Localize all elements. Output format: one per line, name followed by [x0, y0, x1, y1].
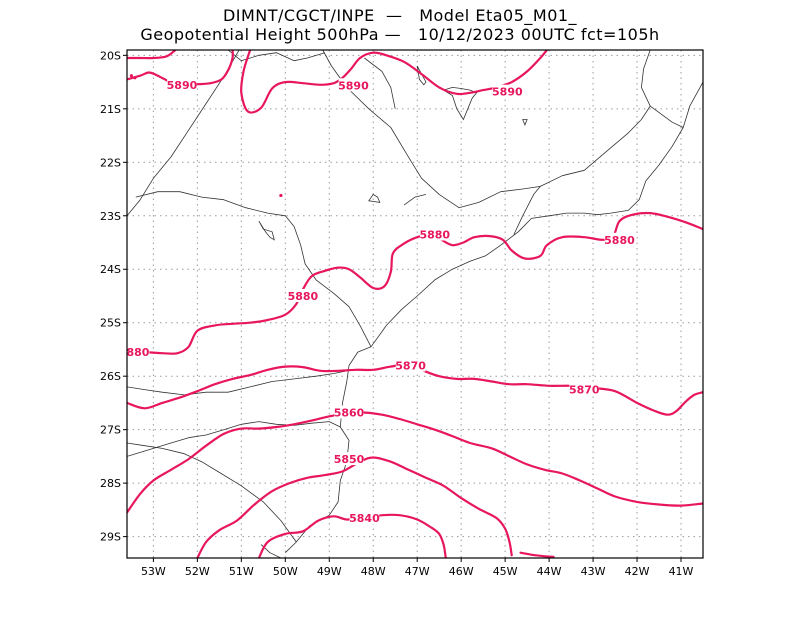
marker-dot-west-2 — [133, 76, 137, 80]
x-tick-label: 52W — [185, 565, 210, 578]
x-tick-label: 44W — [537, 565, 562, 578]
contour-label-bg — [334, 452, 364, 466]
y-tick-label: 25S — [100, 317, 121, 330]
lake-billings — [368, 193, 381, 203]
contour-5840-tail — [519, 551, 555, 558]
x-tick-label: 47W — [405, 565, 430, 578]
lake-furnas — [442, 86, 478, 121]
boundary-coastline-main — [127, 421, 350, 553]
boundary-river-parana — [227, 50, 326, 62]
contour-label-layer: 5890 5890 5890 5880 5880 5880 880 5870 5870 5860 5… — [126, 77, 635, 525]
contour-label: 5880 — [604, 234, 635, 247]
contour-label-bg — [167, 77, 197, 91]
y-tick-label: 26S — [100, 370, 121, 383]
boundary-border-mg-es — [641, 50, 651, 107]
contour-label: 5890 — [338, 79, 369, 92]
boundary-border-pr-sc — [127, 370, 347, 396]
y-tick-label: 22S — [100, 156, 121, 169]
y-tick-label: 20S — [100, 49, 121, 62]
x-tick-label: 49W — [317, 565, 342, 578]
contour-label: 5890 — [492, 86, 523, 99]
boundary-coastline-sp-rj — [370, 81, 703, 348]
x-tick-label: 41W — [669, 565, 694, 578]
contour-5890-west-upper — [127, 50, 177, 60]
contour-5860 — [127, 411, 703, 514]
y-tick-label: 21S — [100, 103, 121, 116]
contour-5880 — [127, 211, 703, 355]
contour-label-bg — [604, 232, 635, 246]
y-tick-label: 28S — [100, 477, 121, 490]
contour-label-bg — [349, 510, 380, 524]
boundary-river-tiete — [403, 194, 427, 206]
contour-label: 5880 — [288, 290, 319, 303]
contour-label: 5880 — [419, 228, 450, 241]
x-tick-label: 42W — [625, 565, 650, 578]
boundary-border-mg-rj — [540, 105, 651, 187]
plot-frame — [126, 49, 704, 559]
y-tick-label: 27S — [100, 424, 121, 437]
x-tick-label: 53W — [141, 565, 166, 578]
x-tick-label: 51W — [229, 565, 254, 578]
boundary-border-sp-rj — [513, 186, 541, 235]
contour-label-bg — [419, 227, 450, 241]
contour-label: 5870 — [569, 384, 600, 397]
y-tick-label: 23S — [100, 210, 121, 223]
contour-label-bg — [126, 345, 150, 359]
contour-label-bg — [334, 405, 364, 419]
boundary-border-sp-pr — [135, 191, 372, 347]
marker-dot-center — [279, 193, 283, 198]
contour-5850 — [196, 456, 513, 558]
contour-label-bg — [395, 358, 426, 372]
lake-itaipu — [258, 220, 275, 241]
boundary-border-ms-sp — [127, 50, 240, 217]
contour-label: 5860 — [334, 407, 365, 420]
contour-label-bg — [569, 382, 600, 396]
axis-layer: 53W 52W 51W 50W 49W 48W 47W 46W 45W 44W 43W 42W 41W 2… — [100, 49, 694, 578]
contour-label: 5890 — [167, 79, 198, 92]
map-title-line-2: Geopotential Height 500hPa — 10/12/2023 … — [140, 25, 660, 44]
boundary-border-sc-rs — [127, 442, 297, 543]
grid-layer — [127, 50, 703, 558]
boundary-border-rj-es — [649, 105, 684, 128]
boundary-river-grande — [364, 57, 396, 109]
contour-label-bg — [338, 78, 369, 92]
x-tick-label: 43W — [581, 565, 606, 578]
lake-east — [522, 119, 528, 126]
y-tick-label: 24S — [100, 263, 121, 276]
marker-dot-west-1 — [129, 74, 133, 78]
contour-label: 5870 — [395, 359, 426, 372]
contour-label-bg — [288, 288, 318, 302]
contour-label-bg — [492, 84, 523, 98]
map-title-line-1: DIMNT/CGCT/INPE — Model Eta05_M01_ — [222, 6, 578, 25]
contour-label: 5850 — [334, 453, 365, 466]
x-tick-label: 46W — [449, 565, 474, 578]
plot-background — [127, 50, 703, 558]
x-tick-label: 48W — [361, 565, 386, 578]
x-tick-label: 45W — [493, 565, 518, 578]
contour-label: 880 — [127, 346, 150, 359]
contour-label: 5840 — [349, 512, 380, 525]
x-tick-label: 50W — [273, 565, 298, 578]
y-tick-label: 29S — [100, 531, 121, 544]
